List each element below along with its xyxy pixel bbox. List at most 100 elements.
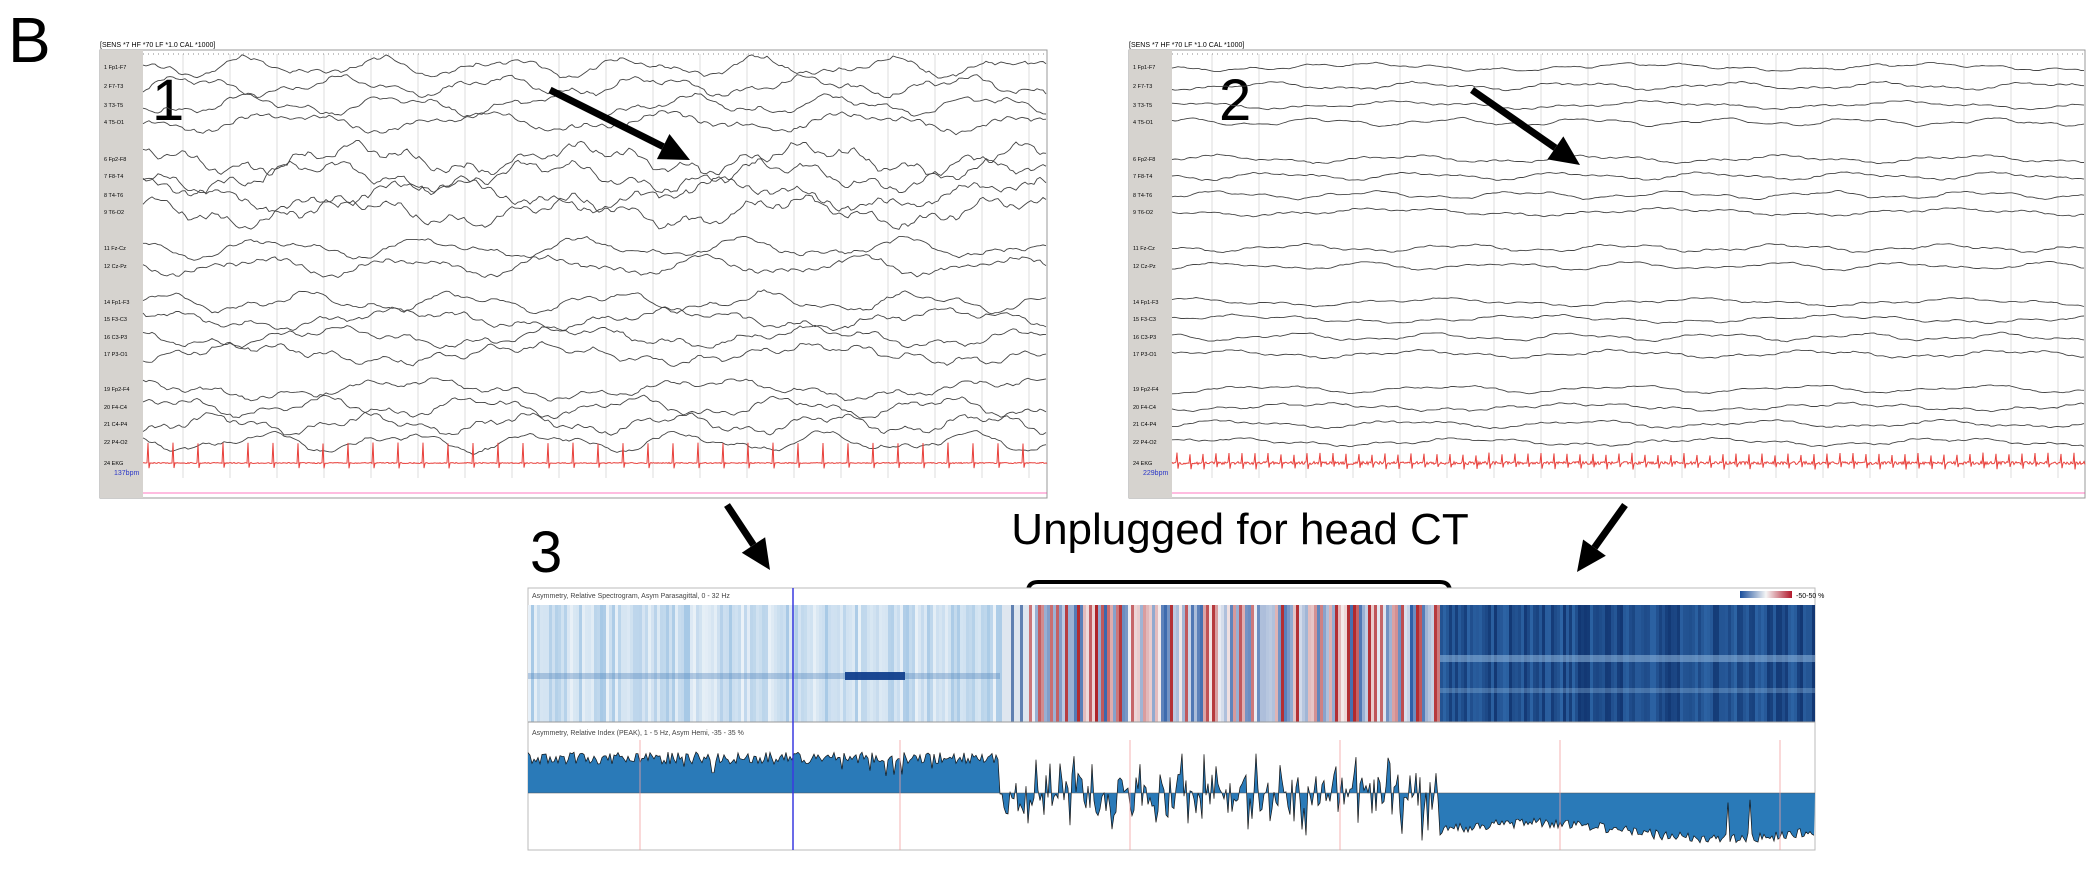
spectrogram-column xyxy=(1338,605,1341,722)
spectrogram-column xyxy=(1371,605,1374,722)
spectrogram-column xyxy=(951,605,954,722)
spectrogram-column xyxy=(1128,605,1131,722)
spectrogram-column xyxy=(1014,605,1017,722)
spectrogram-column xyxy=(1326,605,1329,722)
spectrogram-column xyxy=(888,605,891,722)
spectrogram-column xyxy=(1602,605,1605,722)
spectrogram-column xyxy=(1536,605,1539,722)
spectrogram-column xyxy=(1086,605,1089,722)
channel-label: 9 T6-O2 xyxy=(1133,210,1153,216)
eeg-trace xyxy=(1171,260,2085,272)
spectrogram-column xyxy=(1293,605,1296,722)
spectrogram-column xyxy=(1710,605,1713,722)
spectrogram-column xyxy=(924,605,927,722)
spectrogram-column xyxy=(1323,605,1326,722)
spectrogram-column xyxy=(786,605,789,722)
spectrogram-column xyxy=(558,605,561,722)
arrow-shaft xyxy=(724,503,757,547)
channel-label: 22 P4-O2 xyxy=(1133,440,1157,446)
spectrogram-column xyxy=(1359,605,1362,722)
spectrogram-column xyxy=(1569,605,1572,722)
spectrogram-column xyxy=(540,605,543,722)
spectrogram-column xyxy=(1761,605,1764,722)
spectrogram-column xyxy=(1149,605,1152,722)
spectrogram-column xyxy=(699,605,702,722)
spectrogram-column xyxy=(1458,605,1461,722)
spectrogram-column xyxy=(696,605,699,722)
spectrogram-column xyxy=(1722,605,1725,722)
spectrogram-column xyxy=(1776,605,1779,722)
spectrogram-column xyxy=(870,605,873,722)
spectrogram-column xyxy=(705,605,708,722)
spectrogram-column xyxy=(1482,605,1485,722)
spectrogram-column xyxy=(1506,605,1509,722)
channel-label: 24 EKG xyxy=(1133,461,1152,467)
eeg-panel: [SENS *7 HF *70 LF *1.0 CAL *1000] 2 1 Fp1… xyxy=(1128,42,2086,499)
spectrogram-column xyxy=(528,605,531,722)
spectrogram-column xyxy=(1176,605,1179,722)
spectrogram-column xyxy=(1119,605,1122,722)
spectrogram-column xyxy=(738,605,741,722)
spectrogram-column xyxy=(1659,605,1662,722)
spectrogram-column xyxy=(759,605,762,722)
spectrogram-column xyxy=(804,605,807,722)
spectrogram-column xyxy=(627,605,630,722)
spectrogram-column xyxy=(1224,605,1227,722)
spectrogram-column xyxy=(1266,605,1269,722)
spectrogram-column xyxy=(849,605,852,722)
channel-label: 16 C3-P3 xyxy=(1133,335,1156,341)
spectrogram-column xyxy=(570,605,573,722)
spectrogram-column xyxy=(1437,605,1440,722)
spectrogram-column xyxy=(963,605,966,722)
spectrogram-column xyxy=(1770,605,1773,722)
spectrogram-column xyxy=(1356,605,1359,722)
spectrogram-column xyxy=(843,605,846,722)
spectrogram-column xyxy=(1329,605,1332,722)
spectrogram-column xyxy=(1083,605,1086,722)
spectrogram-column xyxy=(1413,605,1416,722)
spectrogram-column xyxy=(1656,605,1659,722)
spectrogram-column xyxy=(1623,605,1626,722)
spectrogram-column xyxy=(1446,605,1449,722)
eeg-trace xyxy=(142,54,1047,79)
spectrogram-column xyxy=(981,605,984,722)
spectrogram-column xyxy=(1158,605,1161,722)
spectrogram-column xyxy=(1401,605,1404,722)
spectrogram-column xyxy=(1476,605,1479,722)
spectrogram-column xyxy=(1062,605,1065,722)
spectrogram-column xyxy=(639,605,642,722)
spectrogram-column xyxy=(1362,605,1365,722)
spectrogram-column xyxy=(1596,605,1599,722)
eeg-trace xyxy=(142,377,1047,402)
spectrogram-column xyxy=(1572,605,1575,722)
arrow-head xyxy=(656,134,690,160)
spectrogram-column xyxy=(1614,605,1617,722)
spectrogram-column xyxy=(1665,605,1668,722)
spectrogram-column xyxy=(1593,605,1596,722)
color-scale xyxy=(1740,591,1792,598)
spectrogram-column xyxy=(1398,605,1401,722)
spectrogram-column xyxy=(708,605,711,722)
spectrogram-column xyxy=(1206,605,1209,722)
spectrogram-column xyxy=(753,605,756,722)
spectrogram-column xyxy=(819,605,822,722)
spectrogram-column xyxy=(621,605,624,722)
spectrogram-column xyxy=(765,605,768,722)
spectrogram-column xyxy=(1068,605,1071,722)
spectrogram-column xyxy=(1248,605,1251,722)
spectrogram-column xyxy=(1053,605,1056,722)
spectrogram-column xyxy=(681,605,684,722)
spectrogram-column xyxy=(1521,605,1524,722)
spectrogram-column xyxy=(1335,605,1338,722)
spectrogram-column xyxy=(1434,605,1437,722)
spectrogram-column xyxy=(1695,605,1698,722)
spectrogram-column xyxy=(1746,605,1749,722)
spectrogram-column xyxy=(1779,605,1782,722)
spectrogram-column xyxy=(1617,605,1620,722)
spectrogram-column xyxy=(1404,605,1407,722)
spectrogram-column xyxy=(741,605,744,722)
spectrogram-column xyxy=(1473,605,1476,722)
spectrogram-column xyxy=(1230,605,1233,722)
spectrogram-column xyxy=(1560,605,1563,722)
